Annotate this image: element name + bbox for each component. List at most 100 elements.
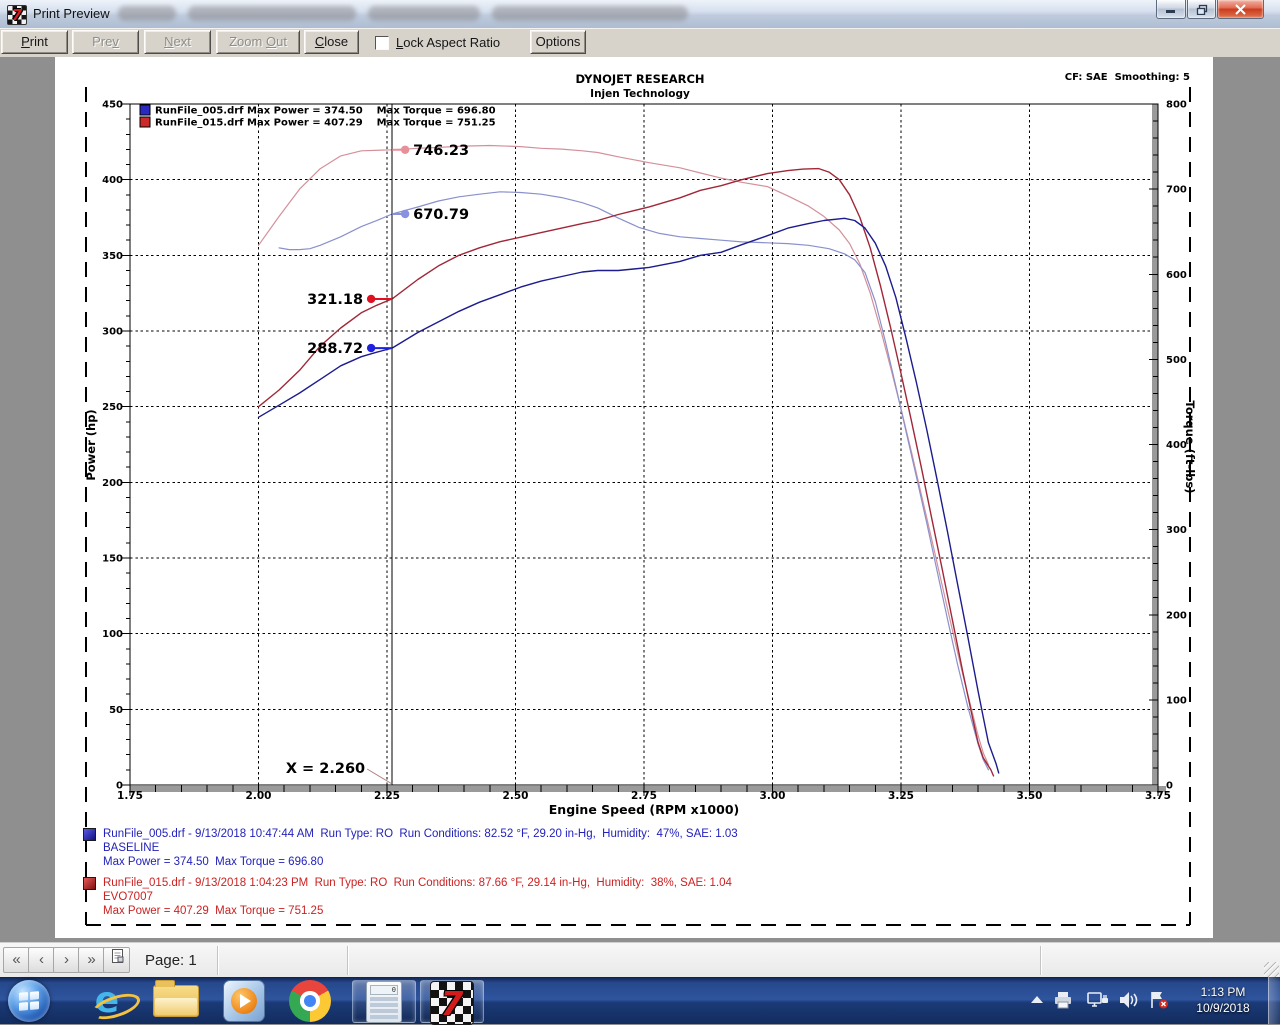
svg-text:200: 200 bbox=[102, 478, 123, 489]
svg-text:3.50: 3.50 bbox=[1017, 790, 1043, 802]
svg-text:3.75: 3.75 bbox=[1145, 790, 1171, 802]
svg-text:300: 300 bbox=[1166, 525, 1187, 536]
svg-text:1.75: 1.75 bbox=[117, 790, 143, 802]
page-setup-button[interactable] bbox=[103, 947, 130, 973]
options-button[interactable]: Options bbox=[530, 30, 586, 54]
lock-aspect-ratio-checkbox[interactable] bbox=[375, 36, 389, 50]
first-page-button[interactable]: « bbox=[3, 947, 30, 973]
last-page-button[interactable]: » bbox=[78, 947, 105, 973]
tray-volume-icon[interactable] bbox=[1118, 989, 1140, 1011]
series-runfile_005-power bbox=[257, 217, 1000, 774]
axis-ticks bbox=[122, 103, 1159, 796]
taskbar-item-chrome[interactable] bbox=[286, 980, 334, 1022]
svg-text:350: 350 bbox=[102, 251, 123, 262]
x-axis-title: Engine Speed (RPM x1000) bbox=[549, 802, 739, 817]
svg-text:0: 0 bbox=[1166, 781, 1173, 792]
svg-text:400: 400 bbox=[102, 175, 123, 186]
blurred-text bbox=[188, 6, 356, 21]
next-page-button[interactable]: › bbox=[53, 947, 80, 973]
series-runfile_005-torque bbox=[278, 191, 990, 771]
legend: RunFile_005.drf Max Power = 374.50 Max T… bbox=[139, 104, 496, 129]
close-preview-button[interactable]: Close bbox=[304, 30, 359, 54]
clock-date: 10/9/2018 bbox=[1196, 1001, 1250, 1015]
run-conditions-line: RunFile_015.drf - 9/13/2018 1:04:23 PM R… bbox=[103, 877, 732, 889]
taskbar-item-calculator[interactable]: 0 bbox=[352, 980, 416, 1023]
chart-subtitle: Injen Technology bbox=[590, 88, 690, 100]
print-button[interactable]: Print bbox=[1, 30, 68, 54]
svg-text:200: 200 bbox=[1166, 610, 1187, 621]
svg-text:2.75: 2.75 bbox=[631, 790, 657, 802]
up-arrow-icon bbox=[1031, 996, 1043, 1003]
cursor-annotations: 746.23 670.79 321.18 288.72 X = 2.260 bbox=[286, 143, 469, 785]
grid bbox=[130, 104, 1158, 785]
show-hidden-icons-button[interactable] bbox=[1026, 989, 1048, 1011]
dynojet-7-icon: 7 bbox=[430, 981, 474, 1025]
resize-grip[interactable] bbox=[1264, 962, 1279, 977]
internet-explorer-icon: e bbox=[88, 982, 143, 1024]
chrome-icon bbox=[289, 980, 331, 1022]
run-label-line: EVO7007 bbox=[103, 891, 153, 903]
svg-text:2.00: 2.00 bbox=[246, 790, 272, 802]
svg-text:2.50: 2.50 bbox=[503, 790, 529, 802]
minimize-button[interactable] bbox=[1156, 0, 1186, 19]
correction-smoothing-note: CF: SAE Smoothing: 5 bbox=[1065, 72, 1190, 83]
run-color-chip bbox=[83, 828, 96, 841]
tray-network-icon[interactable] bbox=[1086, 989, 1108, 1011]
svg-text:RunFile_015.drf Max Power = 40: RunFile_015.drf Max Power = 407.29 Max T… bbox=[155, 118, 496, 129]
previous-page-button[interactable]: ‹ bbox=[28, 947, 55, 973]
restore-icon bbox=[1196, 4, 1207, 15]
taskbar: e 0 7 bbox=[0, 977, 1280, 1025]
chart-title: DYNOJET RESEARCH bbox=[575, 72, 704, 86]
taskbar-item-internet-explorer[interactable]: e bbox=[82, 980, 143, 1024]
svg-text:288.72: 288.72 bbox=[307, 341, 363, 357]
taskbar-clock[interactable]: 1:13 PM 10/9/2018 bbox=[1183, 984, 1263, 1016]
lock-aspect-ratio-label: Lock Aspect Ratio bbox=[396, 35, 501, 50]
print-preview-toolbar: Print Prev Next Zoom Out Close Lock Aspe… bbox=[0, 28, 1280, 58]
taskbar-item-media-player[interactable] bbox=[220, 980, 268, 1022]
blurred-text bbox=[492, 6, 688, 21]
prev-button: Prev bbox=[72, 30, 139, 54]
run-max-line: Max Power = 374.50 Max Torque = 696.80 bbox=[103, 856, 324, 868]
next-button: Next bbox=[144, 30, 211, 54]
svg-text:100: 100 bbox=[102, 629, 123, 640]
svg-text:400: 400 bbox=[1166, 440, 1187, 451]
show-desktop-button[interactable] bbox=[1268, 977, 1280, 1024]
y-axis-title-right: Torque (ft-lbs) bbox=[1183, 401, 1197, 494]
minimize-icon bbox=[1166, 10, 1175, 13]
svg-text:3.00: 3.00 bbox=[760, 790, 786, 802]
page-margin-dashes bbox=[85, 87, 1191, 926]
page-navigation-bar: «‹ ›» Page: 1 bbox=[0, 942, 1280, 978]
run-info-block: RunFile_005.drf - 9/13/2018 10:47:44 AM … bbox=[83, 827, 738, 869]
series-runfile_015-torque bbox=[257, 144, 990, 766]
close-icon bbox=[1235, 3, 1246, 15]
svg-text:2.25: 2.25 bbox=[374, 790, 400, 802]
run-conditions-line: RunFile_005.drf - 9/13/2018 10:47:44 AM … bbox=[103, 828, 738, 840]
svg-text:800: 800 bbox=[1166, 100, 1187, 111]
svg-text:746.23: 746.23 bbox=[413, 143, 469, 159]
statusbar-separator bbox=[347, 946, 348, 975]
windows-logo-icon bbox=[19, 991, 39, 1011]
preview-page: DYNOJET RESEARCH Injen Technology CF: SAE … bbox=[55, 57, 1213, 938]
clock-time: 1:13 PM bbox=[1200, 985, 1246, 999]
page-setup-icon bbox=[111, 949, 123, 963]
taskbar-item-file-explorer[interactable] bbox=[150, 979, 202, 1021]
start-button[interactable] bbox=[8, 980, 50, 1022]
tray-action-center-icon[interactable] bbox=[1148, 989, 1170, 1011]
statusbar-separator bbox=[217, 946, 218, 975]
restore-button[interactable] bbox=[1187, 0, 1216, 19]
tray-printer-icon[interactable] bbox=[1052, 989, 1074, 1011]
folder-icon bbox=[153, 979, 199, 1017]
svg-text:3.25: 3.25 bbox=[888, 790, 914, 802]
close-button[interactable] bbox=[1217, 0, 1264, 19]
run-color-chip bbox=[83, 877, 96, 890]
run-info-block: RunFile_015.drf - 9/13/2018 1:04:23 PM R… bbox=[83, 876, 732, 918]
svg-text:250: 250 bbox=[102, 402, 123, 413]
taskbar-item-dynojet[interactable]: 7 bbox=[420, 980, 484, 1025]
svg-text:321.18: 321.18 bbox=[307, 292, 363, 308]
blurred-text bbox=[118, 6, 176, 21]
run-max-line: Max Power = 407.29 Max Torque = 751.25 bbox=[103, 905, 324, 917]
svg-text:600: 600 bbox=[1166, 270, 1187, 281]
titlebar: 7 Print Preview bbox=[0, 0, 1280, 29]
dyno-chart: DYNOJET RESEARCH Injen Technology CF: SAE … bbox=[84, 72, 1197, 926]
